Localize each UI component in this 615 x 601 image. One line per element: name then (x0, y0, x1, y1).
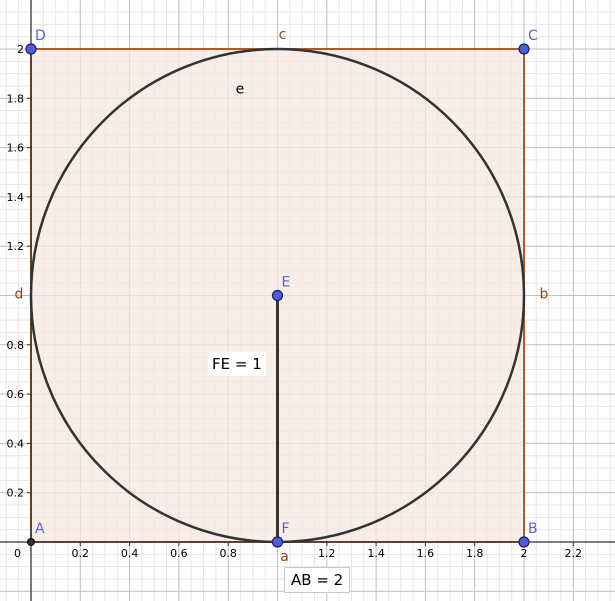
x-tick-label: 0.2 (72, 547, 90, 560)
y-tick-label: 0.4 (7, 437, 25, 450)
x-tick-label: 0.8 (219, 547, 237, 560)
tick-labels: 0.2 0.4 0.6 0.8 1.2 1.4 1.6 1.8 2 2.2 0.2 0.4 0.6 0.8… (7, 43, 583, 560)
x-tick-label: 1.2 (318, 547, 336, 560)
points[interactable]: A B C D E F (25, 28, 538, 548)
x-tick-label: 0.4 (121, 547, 139, 560)
point-a[interactable] (27, 538, 35, 546)
point-label-f: F (282, 521, 290, 537)
point-f[interactable] (271, 536, 284, 548)
x-tick-label: 0.6 (170, 547, 188, 560)
x-tick-label: 1.4 (367, 547, 385, 560)
y-tick-label: 0.8 (7, 339, 25, 352)
side-label-d: d (15, 287, 24, 303)
x-tick-label: 1.6 (417, 547, 435, 560)
point-label-d: D (35, 28, 46, 44)
point-b[interactable] (518, 536, 530, 548)
point-label-a: A (35, 521, 45, 537)
point-d[interactable] (25, 43, 37, 55)
point-label-b: B (528, 521, 538, 537)
fe-length-label: FE = 1 (208, 352, 266, 376)
y-tick-label: 0.2 (7, 487, 25, 500)
point-c[interactable] (518, 43, 530, 55)
x-tick-label: 1.8 (466, 547, 484, 560)
point-e[interactable] (271, 289, 284, 302)
circle-label-e: e (236, 81, 245, 97)
y-tick-label: 1.2 (7, 240, 25, 253)
ab-length-label: AB = 2 (284, 567, 351, 593)
side-labels: a b c d (15, 27, 549, 565)
side-label-a: a (280, 549, 289, 565)
y-tick-label: 1.4 (7, 191, 25, 204)
y-tick-label: 1.6 (7, 142, 25, 155)
point-label-c: C (528, 28, 538, 44)
y-tick-label: 0.6 (7, 388, 25, 401)
side-label-b: b (540, 287, 549, 303)
x-tick-label: 2 (521, 547, 528, 560)
origin-label: 0 (14, 547, 21, 560)
y-tick-label: 1.8 (7, 92, 25, 105)
x-tick-label: 2.2 (565, 547, 583, 560)
side-label-c: c (279, 27, 287, 43)
y-tick-label: 2 (17, 43, 24, 56)
point-label-e: E (282, 275, 291, 291)
